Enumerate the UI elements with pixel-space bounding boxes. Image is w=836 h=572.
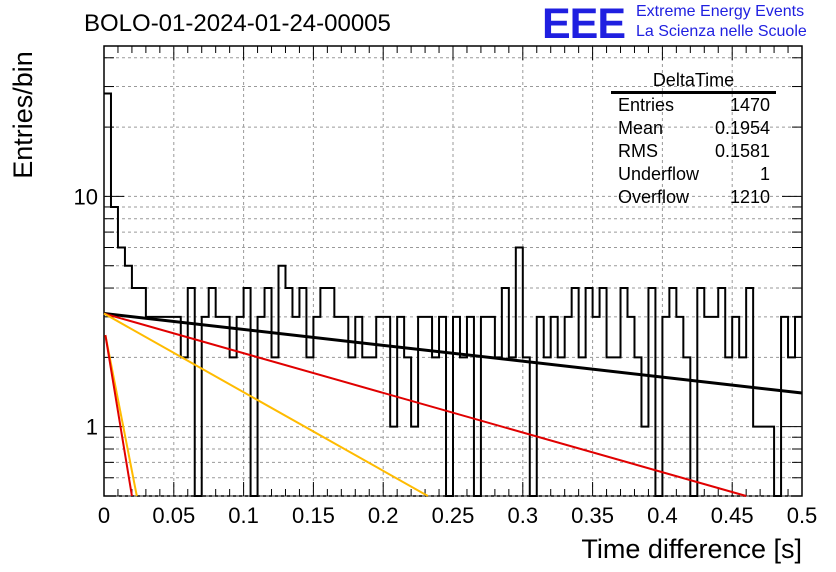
stats-row-overflow: Overflow 1210 (608, 186, 778, 209)
x-tick-label: 0.05 (152, 503, 195, 528)
x-tick-label: 0.25 (432, 503, 475, 528)
fit-line (103, 312, 803, 395)
y-tick-label: 1 (86, 415, 98, 440)
x-tick-label: 0.5 (787, 503, 818, 528)
stats-row-underflow: Underflow 1 (608, 163, 778, 186)
run-title: BOLO-01-2024-01-24-00005 (84, 10, 391, 37)
x-tick-label: 0 (98, 503, 110, 528)
x-tick-label: 0.4 (647, 503, 678, 528)
stats-row-entries: Entries 1470 (608, 94, 778, 117)
x-tick-label: 0.35 (571, 503, 614, 528)
stats-label: Overflow (618, 187, 690, 207)
x-tick-label: 0.3 (508, 503, 539, 528)
fit-line (103, 312, 429, 497)
stats-row-mean: Mean 0.1954 (608, 117, 778, 140)
y-axis-label: Entries/bin (8, 51, 38, 179)
fit-line (104, 334, 133, 497)
stats-row-rms: RMS 0.1581 (608, 140, 778, 163)
logo-subtitle-2: La Scienza nelle Scuole (636, 23, 807, 40)
eee-logo: EEE (542, 0, 626, 48)
stats-label: RMS (618, 141, 658, 161)
x-tick-label: 0.15 (292, 503, 335, 528)
x-axis-label: Time difference [s] (581, 534, 802, 564)
fit-line (103, 312, 747, 497)
y-tick-label: 10 (74, 184, 98, 209)
x-tick-label: 0.2 (368, 503, 399, 528)
stats-label: Underflow (618, 164, 700, 184)
stats-value: 1470 (729, 95, 770, 115)
fit-lines (103, 312, 803, 497)
stats-value: 1210 (729, 187, 770, 207)
stats-value: 0.1581 (714, 141, 770, 161)
logo-subtitle-1: Extreme Energy Events (636, 3, 805, 20)
stats-title: DeltaTime (611, 70, 776, 94)
stats-value: 0.1954 (714, 118, 770, 138)
stats-box: DeltaTime Entries 1470 Mean 0.1954 RMS 0… (608, 70, 778, 209)
histogram-outline (104, 92, 802, 497)
stats-label: Entries (618, 95, 675, 115)
x-tick-label: 0.1 (228, 503, 259, 528)
stats-value: 1 (759, 164, 770, 184)
y-axis-label-wrap: Entries/bin (8, 51, 38, 179)
tick-labels: 0 0.05 0.1 0.15 0.2 0.25 0.3 0.35 0.4 0.45 0.5 1 10 (74, 184, 818, 528)
stats-label: Mean (618, 118, 664, 138)
x-tick-label: 0.45 (711, 503, 754, 528)
